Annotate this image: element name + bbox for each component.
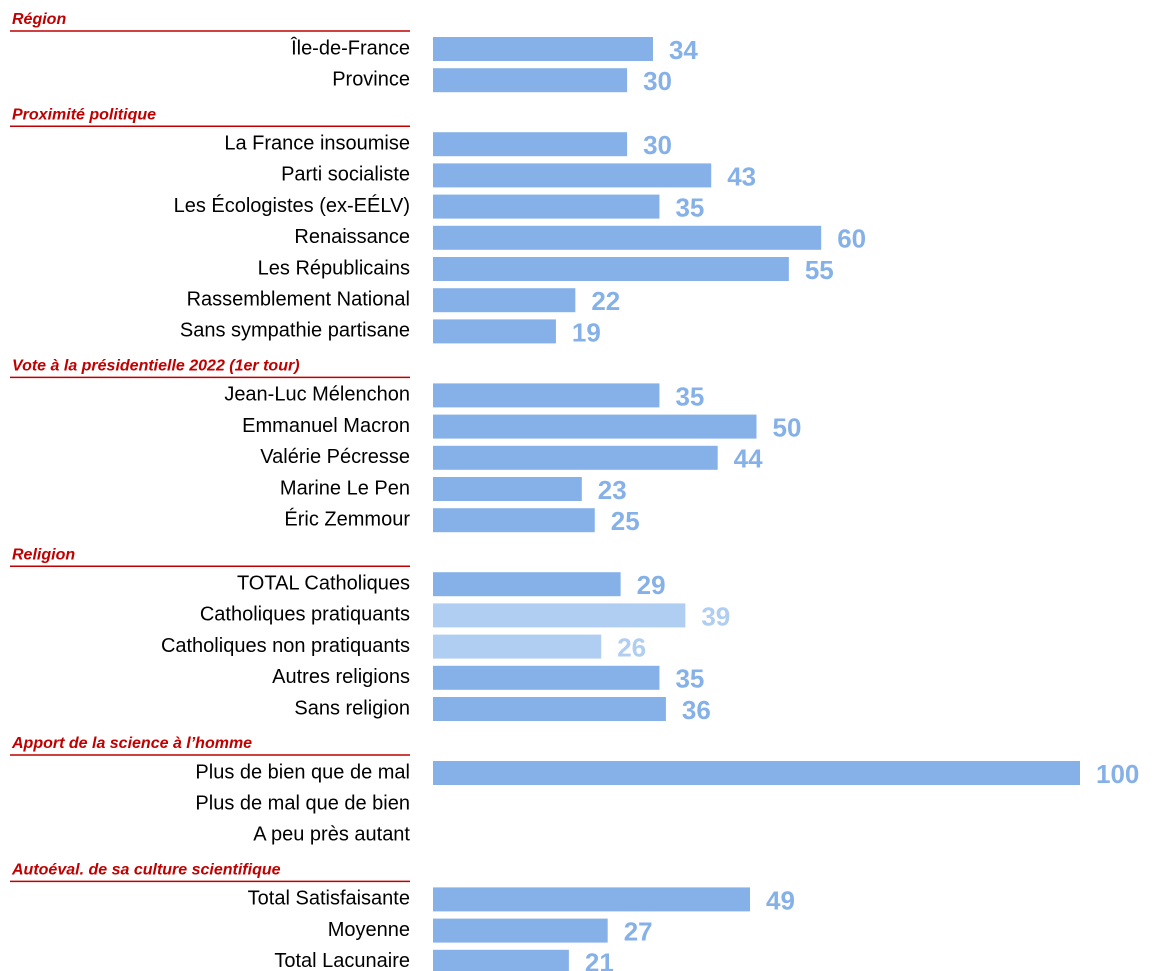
value-label: 34 xyxy=(669,35,698,65)
category-label: Les Républicains xyxy=(258,257,410,279)
value-label: 30 xyxy=(643,130,672,160)
category-label: Total Satisfaisante xyxy=(248,888,410,910)
bar xyxy=(433,163,712,188)
value-label: 36 xyxy=(682,695,711,725)
category-label: Les Écologistes (ex-EÉLV) xyxy=(174,194,410,217)
bar xyxy=(433,697,666,721)
bar xyxy=(433,132,628,157)
category-label: A peu près autant xyxy=(253,824,410,846)
section-title: Vote à la présidentielle 2022 (1er tour) xyxy=(12,358,300,375)
bar xyxy=(433,37,653,61)
category-label: Sans religion xyxy=(294,697,410,719)
category-label: Total Lacunaire xyxy=(274,950,410,971)
section-title: Région xyxy=(12,11,66,28)
section-title: Apport de la science à l’homme xyxy=(11,735,252,752)
bar xyxy=(433,508,595,533)
value-label: 35 xyxy=(675,664,704,694)
value-label: 100 xyxy=(1096,759,1139,789)
bar xyxy=(433,665,660,690)
bar xyxy=(433,634,602,659)
bar xyxy=(433,949,569,971)
bar xyxy=(433,477,582,501)
bar xyxy=(433,761,1080,785)
bar xyxy=(433,603,686,628)
value-label: 29 xyxy=(637,570,666,600)
value-label: 49 xyxy=(766,885,795,915)
bar xyxy=(433,445,718,470)
value-label: 43 xyxy=(727,161,756,191)
value-label: 60 xyxy=(837,224,866,254)
value-label: 35 xyxy=(675,381,704,411)
value-label: 44 xyxy=(734,444,763,474)
bar xyxy=(433,288,576,313)
value-label: 23 xyxy=(598,475,627,505)
category-label: La France insoumise xyxy=(224,132,410,154)
category-label: Éric Zemmour xyxy=(284,507,410,530)
category-label: Plus de bien que de mal xyxy=(195,761,410,783)
category-label: Parti socialiste xyxy=(281,164,410,186)
value-label: 19 xyxy=(572,317,601,347)
category-label: Marine Le Pen xyxy=(280,477,410,499)
section-title: Autoéval. de sa culture scientifique xyxy=(11,862,281,879)
category-label: Valérie Pécresse xyxy=(260,446,410,468)
category-label: TOTAL Catholiques xyxy=(237,572,410,594)
value-label: 25 xyxy=(611,506,640,536)
section-title: Religion xyxy=(12,546,75,563)
bar xyxy=(433,918,608,943)
bar xyxy=(433,194,660,219)
bar xyxy=(433,68,628,93)
category-label: Moyenne xyxy=(328,919,410,941)
category-label: Sans sympathie partisane xyxy=(180,320,410,342)
bar xyxy=(433,257,789,281)
category-label: Catholiques non pratiquants xyxy=(161,635,410,657)
value-label: 22 xyxy=(591,286,620,316)
bar xyxy=(433,887,751,912)
value-label: 21 xyxy=(585,948,614,971)
value-label: 50 xyxy=(773,412,802,442)
value-label: 30 xyxy=(643,66,672,96)
category-label: Autres religions xyxy=(272,666,410,688)
value-label: 35 xyxy=(675,192,704,222)
value-label: 55 xyxy=(805,255,834,285)
category-label: Emmanuel Macron xyxy=(242,415,410,437)
section-title: Proximité politique xyxy=(12,106,156,123)
bar xyxy=(433,225,822,250)
bar xyxy=(433,572,621,597)
category-label: Province xyxy=(332,68,410,90)
category-label: Rassemblement National xyxy=(187,288,410,310)
value-label: 27 xyxy=(624,916,653,946)
value-label: 26 xyxy=(617,632,646,662)
category-label: Catholiques pratiquants xyxy=(200,604,410,626)
category-label: Île-de-France xyxy=(290,36,410,59)
value-label: 39 xyxy=(701,601,730,631)
bar xyxy=(433,383,660,408)
bar xyxy=(433,319,556,344)
bar xyxy=(433,414,757,439)
category-label: Renaissance xyxy=(294,226,410,248)
category-label: Jean-Luc Mélenchon xyxy=(224,384,410,406)
category-label: Plus de mal que de bien xyxy=(195,792,410,814)
